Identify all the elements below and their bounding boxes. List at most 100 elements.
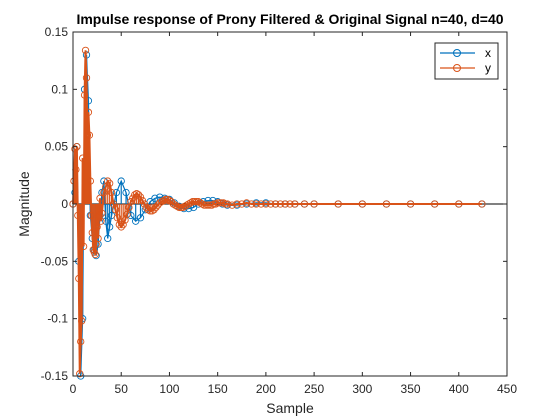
data-point-y [140, 200, 149, 208]
data-point-y [94, 234, 102, 243]
data-point-y [198, 200, 206, 208]
data-point-y [81, 46, 90, 54]
y-tick-label: 0.15 [45, 25, 69, 39]
data-point-y [96, 194, 104, 202]
data-point-y [78, 317, 86, 325]
data-point-y [300, 200, 309, 208]
x-tick-label: 150 [208, 382, 228, 396]
data-point-y [80, 91, 89, 99]
data-point-y [136, 193, 145, 201]
chart-title: Impulse response of Prony Filtered & Ori… [76, 11, 503, 27]
data-point-y [83, 131, 92, 139]
data-point-y [183, 201, 191, 209]
x-tick-label: 250 [304, 382, 324, 396]
y-tick-label: 0 [61, 197, 68, 211]
data-point-y [173, 202, 181, 210]
data-point-y [107, 188, 116, 197]
data-point-y [281, 200, 289, 208]
data-point-y [119, 220, 127, 229]
data-point-y [85, 131, 94, 139]
data-point-y [262, 200, 270, 208]
data-point-y [156, 199, 164, 207]
y-axis-label: Magnitude [16, 171, 32, 237]
data-point-y [276, 200, 285, 208]
data-point-y [214, 199, 222, 207]
data-point-y [115, 220, 123, 229]
data-point-y [217, 199, 226, 207]
data-point-x [104, 234, 112, 243]
data-point-y [204, 201, 212, 209]
data-point-y [455, 200, 463, 208]
data-point-y [210, 200, 218, 208]
y-tick-label: 0.1 [51, 82, 68, 96]
legend-box [434, 42, 499, 80]
data-point-y [150, 206, 158, 214]
data-point-y [187, 199, 195, 207]
data-point-y [70, 177, 78, 185]
data-point-y [88, 229, 96, 237]
data-point-y [113, 214, 122, 222]
legend: xy [434, 42, 499, 80]
y-tick-label: -0.15 [41, 369, 69, 383]
data-point-y [181, 202, 189, 210]
data-point-y [93, 223, 101, 231]
data-point-x [105, 223, 114, 231]
data-point-y [252, 200, 260, 208]
data-point-y [134, 191, 143, 199]
data-point-y [127, 198, 135, 206]
x-axis-label: Sample [266, 400, 314, 416]
data-point-y [179, 203, 187, 212]
data-point-y [406, 200, 415, 208]
data-point-x [102, 217, 110, 225]
data-point-x [204, 196, 212, 205]
data-point-y [138, 196, 147, 205]
data-point-y [152, 203, 160, 212]
data-point-y [123, 210, 131, 218]
data-point-y [358, 200, 366, 208]
x-tick-label: 450 [497, 382, 517, 396]
x-axis-ticks: 0 50 100 150 200 250 300 350 400 450 [70, 32, 517, 396]
data-point-y [228, 201, 236, 209]
data-point-y [160, 196, 168, 205]
data-point-y [111, 206, 120, 214]
data-point-y [233, 200, 241, 208]
y-axis-ticks: -0.15 -0.1 -0.05 0 0.05 0.1 0.15 [41, 25, 507, 383]
data-point-y [97, 217, 105, 225]
legend-marker-x [453, 49, 461, 57]
data-point-y [74, 211, 82, 220]
data-point-y [71, 145, 79, 153]
data-point-x [132, 217, 140, 225]
data-point-x [117, 177, 125, 185]
data-point-y [169, 200, 177, 208]
data-point-x [151, 194, 159, 202]
data-point-y [212, 200, 220, 208]
data-point-y [206, 201, 214, 209]
data-point-y [163, 195, 172, 204]
legend-label-x: x [485, 46, 491, 60]
x-tick-label: 300 [352, 382, 372, 396]
data-point-y [91, 250, 99, 259]
legend-marker-y [453, 64, 461, 72]
data-point-y [144, 206, 152, 214]
data-point-y [175, 203, 183, 212]
data-point-y [221, 200, 230, 208]
data-point-y [98, 209, 106, 217]
data-point-y [84, 108, 93, 116]
data-point-y [79, 242, 88, 251]
data-point-y [78, 154, 87, 162]
x-tick-label: 50 [115, 382, 129, 396]
y-tick-label: 0.05 [45, 140, 69, 154]
data-point-y [77, 337, 85, 346]
legend-label-y: y [485, 61, 491, 75]
data-point-y [382, 200, 391, 208]
data-point-y [291, 200, 299, 208]
data-point-y [188, 198, 197, 206]
series-layer [69, 46, 486, 380]
x-tick-label: 200 [256, 382, 276, 396]
data-point-y [82, 74, 91, 82]
series-y [69, 46, 486, 378]
data-point-y [257, 200, 265, 208]
data-point-y [200, 201, 208, 209]
data-point-x [122, 188, 130, 197]
